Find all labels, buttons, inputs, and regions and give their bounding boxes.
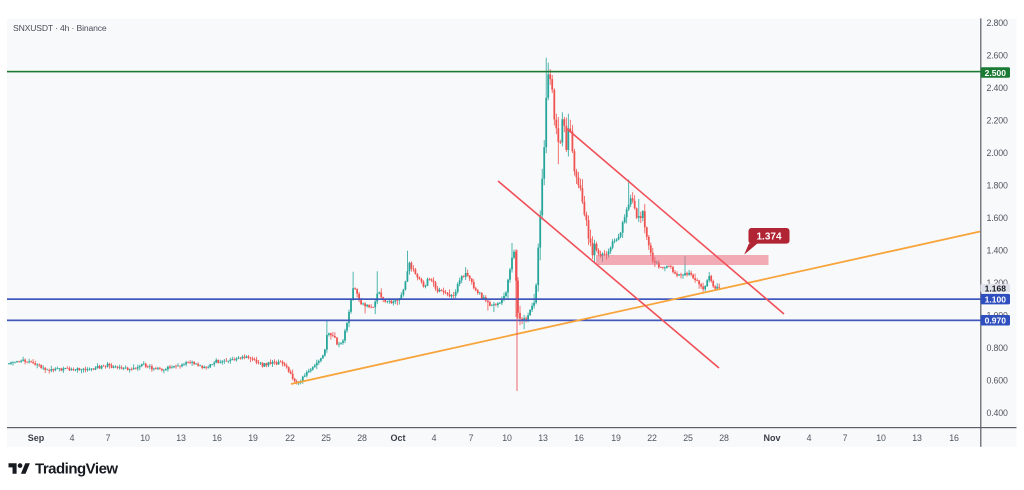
svg-text:4: 4: [807, 433, 812, 443]
svg-text:0.600: 0.600: [987, 376, 1009, 386]
svg-text:2.600: 2.600: [987, 50, 1009, 60]
svg-text:1.200: 1.200: [987, 278, 1009, 288]
svg-text:19: 19: [248, 433, 258, 443]
svg-text:10: 10: [140, 433, 150, 443]
svg-text:16: 16: [949, 433, 959, 443]
svg-text:7: 7: [106, 433, 111, 443]
svg-text:25: 25: [683, 433, 693, 443]
svg-text:13: 13: [538, 433, 548, 443]
svg-text:1.400: 1.400: [987, 246, 1009, 256]
svg-text:1.600: 1.600: [987, 213, 1009, 223]
svg-text:10: 10: [876, 433, 886, 443]
svg-text:1.800: 1.800: [987, 181, 1009, 191]
svg-text:13: 13: [912, 433, 922, 443]
svg-text:2.500: 2.500: [985, 68, 1007, 78]
svg-text:22: 22: [285, 433, 295, 443]
svg-text:4: 4: [432, 433, 437, 443]
svg-text:19: 19: [611, 433, 621, 443]
svg-text:2.800: 2.800: [987, 18, 1009, 28]
svg-text:1.168: 1.168: [985, 283, 1007, 293]
svg-text:1.374: 1.374: [756, 231, 781, 242]
svg-text:25: 25: [321, 433, 331, 443]
svg-text:22: 22: [647, 433, 657, 443]
svg-text:2.000: 2.000: [987, 148, 1009, 158]
svg-text:0.400: 0.400: [987, 408, 1009, 418]
svg-text:TradingView: TradingView: [35, 461, 118, 478]
svg-text:28: 28: [719, 433, 729, 443]
svg-text:0.970: 0.970: [985, 316, 1007, 326]
svg-text:16: 16: [574, 433, 584, 443]
svg-text:10: 10: [502, 433, 512, 443]
svg-text:7: 7: [843, 433, 848, 443]
svg-text:Oct: Oct: [390, 433, 405, 443]
svg-text:Sep: Sep: [28, 433, 45, 443]
svg-text:16: 16: [212, 433, 222, 443]
svg-text:2.200: 2.200: [987, 116, 1009, 126]
svg-text:0.800: 0.800: [987, 343, 1009, 353]
svg-text:2.400: 2.400: [987, 83, 1009, 93]
svg-text:13: 13: [176, 433, 186, 443]
svg-text:7: 7: [469, 433, 474, 443]
svg-text:SNXUSDT · 4h · Binance: SNXUSDT · 4h · Binance: [13, 23, 107, 33]
svg-text:Nov: Nov: [763, 433, 780, 443]
svg-text:1.100: 1.100: [985, 294, 1007, 304]
svg-text:28: 28: [357, 433, 367, 443]
svg-text:4: 4: [70, 433, 75, 443]
